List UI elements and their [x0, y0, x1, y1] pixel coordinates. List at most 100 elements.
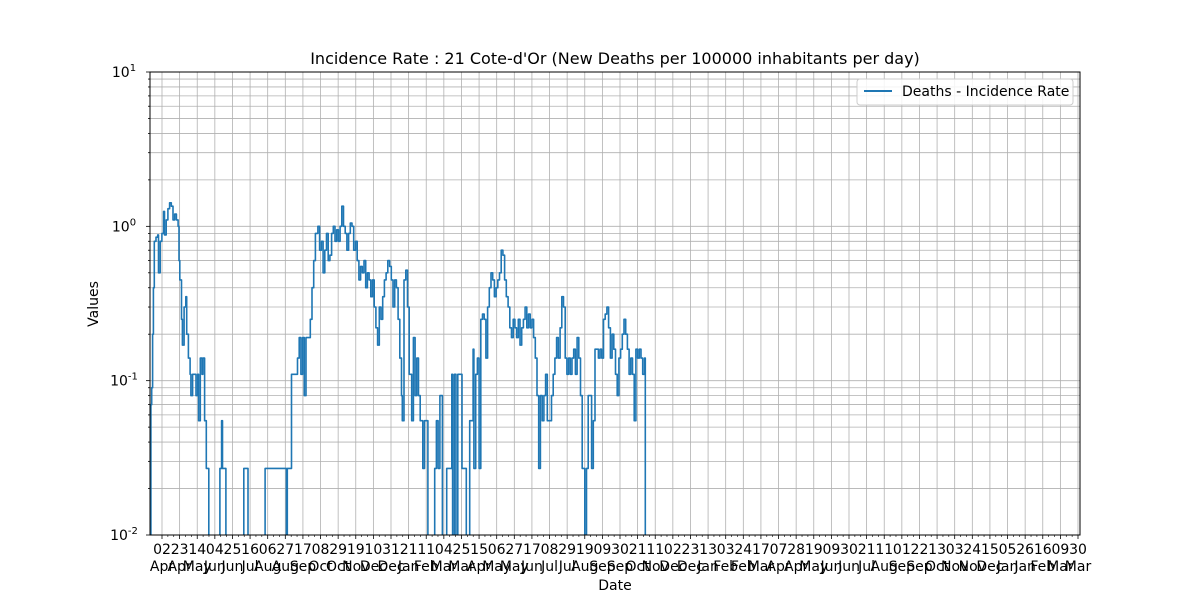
legend-label: Deaths - Incidence Rate: [902, 84, 1069, 100]
x-tick-day: 28: [787, 542, 805, 558]
x-tick-day: 29: [558, 542, 576, 558]
x-tick-month: Dec: [377, 559, 404, 575]
x-tick-month: Apr: [766, 559, 790, 575]
x-tick-month: Dec: [360, 559, 387, 575]
x-tick-month: Jul: [558, 559, 576, 575]
x-tick-day: 06: [488, 542, 506, 558]
x-tick-day: 15: [981, 542, 999, 558]
axes-frame: [149, 71, 1081, 536]
x-tick-month: Dec: [659, 559, 686, 575]
x-tick-month: Apr: [150, 559, 174, 575]
x-tick-month: Aug: [871, 559, 898, 575]
x-tick-month: Jan: [996, 559, 1019, 575]
x-tick-month: Jul: [857, 559, 875, 575]
x-tick-day: 22: [911, 542, 929, 558]
x-tick-month: Jul: [540, 559, 558, 575]
x-tick-day: 01: [893, 542, 911, 558]
x-tick-day: 26: [1016, 542, 1034, 558]
x-tick-day: 08: [541, 542, 559, 558]
x-tick-month: Feb: [713, 559, 738, 575]
x-axis: 02Apr23Apr14May04Jun25Jun16Jul06Aug27Aug…: [150, 535, 1091, 575]
x-tick-day: 10: [364, 542, 382, 558]
x-tick-day: 19: [347, 542, 365, 558]
x-tick-day: 25: [224, 542, 242, 558]
x-tick-month: Aug: [571, 559, 598, 575]
x-tick-day: 16: [241, 542, 259, 558]
x-tick-month: Mar: [748, 559, 775, 575]
x-tick-month: Dec: [976, 559, 1003, 575]
x-tick-month: Feb: [731, 559, 756, 575]
x-tick-day: 09: [593, 542, 611, 558]
x-tick-month: Feb: [414, 559, 439, 575]
x-tick-month: Jan: [397, 559, 420, 575]
x-tick-month: Apr: [467, 559, 491, 575]
x-tick-day: 19: [805, 542, 823, 558]
x-tick-day: 21: [858, 542, 876, 558]
x-tick-month: Jan: [696, 559, 719, 575]
x-tick-month: Aug: [272, 559, 299, 575]
x-tick-day: 04: [206, 542, 224, 558]
x-tick-month: Jan: [1013, 559, 1036, 575]
x-tick-day: 09: [822, 542, 840, 558]
legend-box: [856, 78, 1074, 106]
x-tick-day: 23: [171, 542, 189, 558]
x-tick-day: 19: [576, 542, 594, 558]
x-tick-day: 13: [699, 542, 717, 558]
x-tick-day: 02: [153, 542, 171, 558]
x-tick-month: Dec: [677, 559, 704, 575]
x-tick-month: Sep: [290, 559, 317, 575]
x-tick-month: Mar: [431, 559, 458, 575]
series-line: [150, 202, 647, 535]
x-tick-month: Jun: [520, 559, 543, 575]
x-tick-day: 13: [928, 542, 946, 558]
x-tick-month: Nov: [642, 559, 669, 575]
x-tick-month: Oct: [326, 559, 351, 575]
x-tick-day: 11: [875, 542, 893, 558]
x-tick-month: Oct: [626, 559, 651, 575]
x-tick-day: 11: [417, 542, 435, 558]
x-tick-day: 04: [435, 542, 453, 558]
x-tick-month: May: [482, 559, 511, 575]
x-tick-day: 07: [770, 542, 788, 558]
x-tick-month: Apr: [167, 559, 191, 575]
legend: Deaths - Incidence Rate: [856, 78, 1074, 106]
x-tick-day: 23: [682, 542, 700, 558]
x-tick-month: Mar: [1047, 559, 1074, 575]
x-tick-month: May: [183, 559, 212, 575]
x-tick-month: Jun: [203, 559, 226, 575]
x-axis-label: Date: [598, 578, 631, 594]
x-tick-day: 27: [505, 542, 523, 558]
x-tick-month: Nov: [941, 559, 968, 575]
x-tick-day: 25: [453, 542, 471, 558]
x-tick-day: 17: [752, 542, 770, 558]
x-tick-day: 11: [646, 542, 664, 558]
x-tick-month: Sep: [906, 559, 933, 575]
x-tick-day: 27: [276, 542, 294, 558]
x-tick-month: Mar: [448, 559, 475, 575]
x-tick-day: 08: [312, 542, 330, 558]
x-tick-month: Sep: [889, 559, 916, 575]
x-tick-day: 30: [1069, 542, 1087, 558]
x-tick-month: Jun: [837, 559, 860, 575]
x-tick-month: Oct: [925, 559, 950, 575]
chart-title: Incidence Rate : 21 Cote-d'Or (New Death…: [310, 49, 920, 68]
x-tick-day: 09: [1051, 542, 1069, 558]
x-tick-day: 24: [963, 542, 981, 558]
x-tick-month: Oct: [308, 559, 333, 575]
x-tick-month: May: [500, 559, 529, 575]
x-tick-day: 14: [188, 542, 206, 558]
x-tick-month: Jul: [241, 559, 259, 575]
x-tick-month: Sep: [589, 559, 616, 575]
x-tick-day: 15: [470, 542, 488, 558]
x-tick-day: 30: [840, 542, 858, 558]
x-tick-month: Sep: [607, 559, 634, 575]
x-tick-day: 05: [999, 542, 1017, 558]
x-tick-day: 24: [734, 542, 752, 558]
y-axis-label: Values: [86, 281, 102, 327]
x-tick-month: Aug: [254, 559, 281, 575]
plot-area: [150, 202, 647, 535]
x-tick-day: 21: [629, 542, 647, 558]
x-tick-day: 29: [329, 542, 347, 558]
x-tick-month: Apr: [784, 559, 808, 575]
